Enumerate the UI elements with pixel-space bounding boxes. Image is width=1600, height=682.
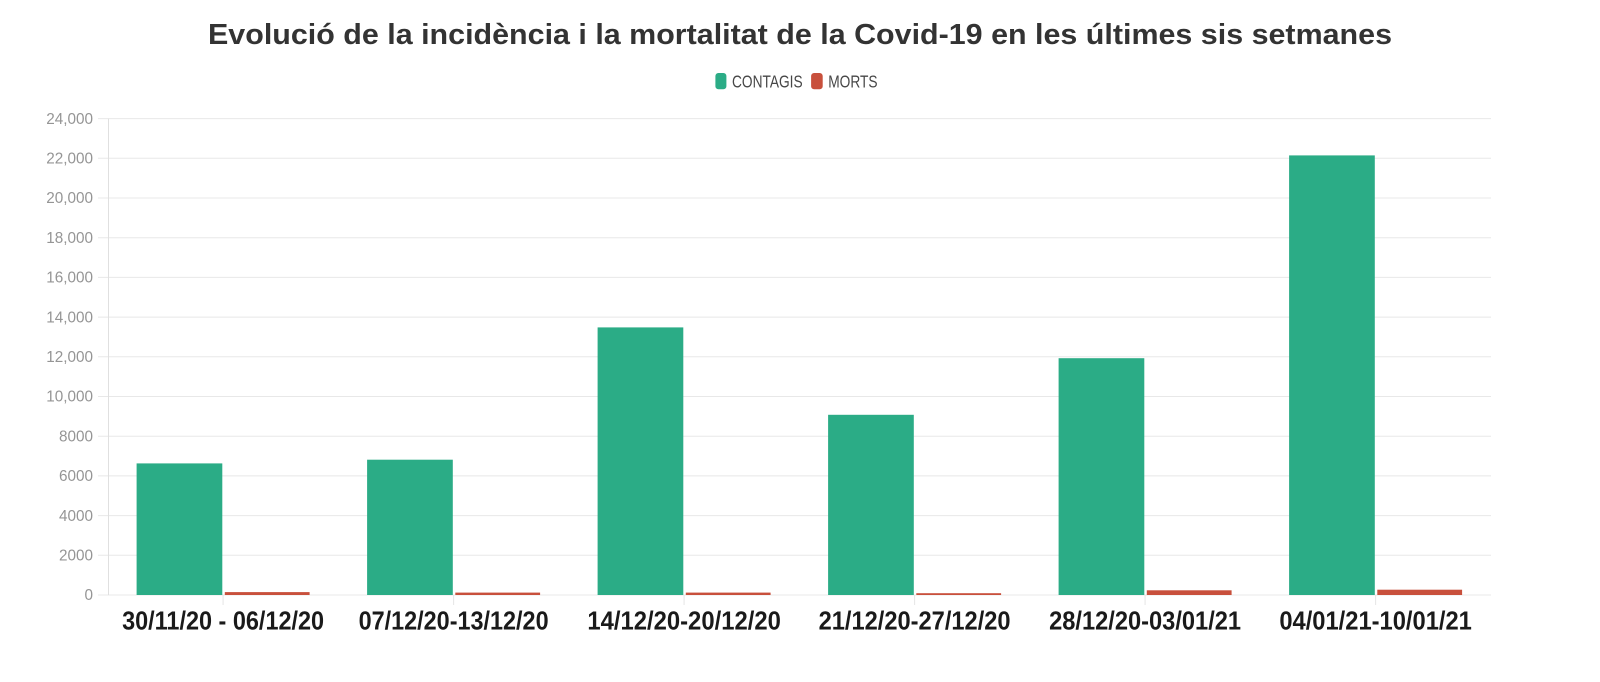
svg-text:14,000: 14,000 <box>46 309 93 326</box>
svg-text:CONTAGIS: CONTAGIS <box>732 72 803 92</box>
svg-text:10,000: 10,000 <box>46 389 93 406</box>
svg-text:12,000: 12,000 <box>46 349 93 366</box>
svg-text:2000: 2000 <box>59 548 93 565</box>
svg-text:8000: 8000 <box>59 428 93 445</box>
svg-text:14/12/20-20/12/20: 14/12/20-20/12/20 <box>587 606 781 636</box>
svg-text:04/01/21-10/01/21: 04/01/21-10/01/21 <box>1279 606 1472 636</box>
svg-text:24,000: 24,000 <box>46 111 93 128</box>
svg-text:16,000: 16,000 <box>46 270 93 287</box>
svg-text:21/12/20-27/12/20: 21/12/20-27/12/20 <box>819 606 1011 636</box>
svg-text:6000: 6000 <box>59 468 93 485</box>
svg-text:07/12/20-13/12/20: 07/12/20-13/12/20 <box>359 606 549 636</box>
svg-text:30/11/20 - 06/12/20: 30/11/20 - 06/12/20 <box>122 606 324 636</box>
svg-text:MORTS: MORTS <box>828 72 877 92</box>
svg-text:22,000: 22,000 <box>46 151 93 168</box>
svg-text:4000: 4000 <box>59 508 93 525</box>
svg-text:28/12/20-03/01/21: 28/12/20-03/01/21 <box>1049 606 1241 636</box>
svg-text:20,000: 20,000 <box>46 190 93 207</box>
svg-text:Evolució de la incidència i la: Evolució de la incidència i la mortalita… <box>208 19 1392 51</box>
svg-text:0: 0 <box>84 587 93 604</box>
svg-text:18,000: 18,000 <box>46 230 93 247</box>
